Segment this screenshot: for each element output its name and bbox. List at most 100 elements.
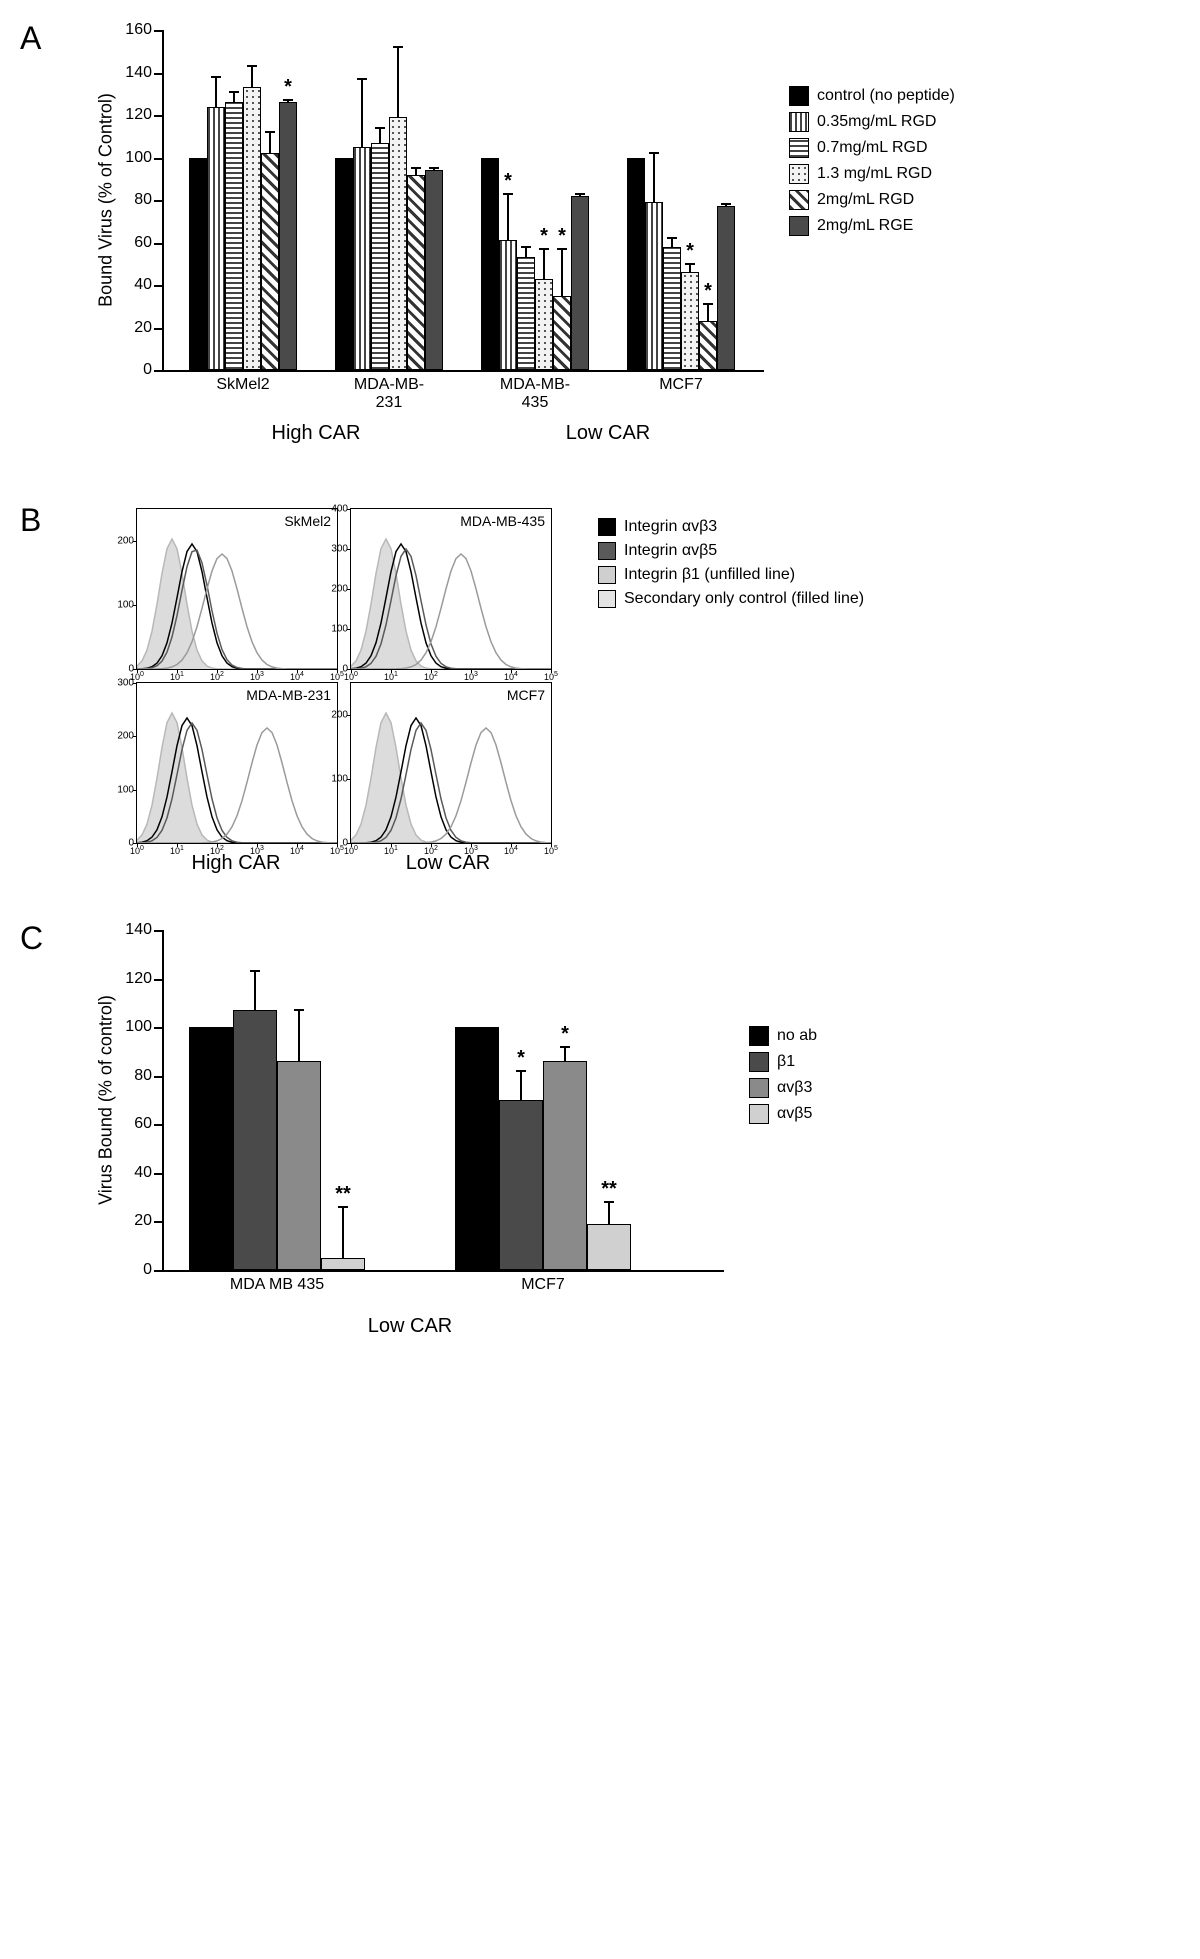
bar: *	[553, 296, 571, 370]
y-tick-label: 140	[125, 64, 164, 82]
legend-item: Integrin β1 (unfilled line)	[598, 566, 864, 584]
bar: *	[279, 102, 297, 370]
bar	[353, 147, 371, 370]
legend-item: Integrin αvβ5	[598, 542, 864, 560]
bar-group	[335, 117, 443, 370]
subgroup-label: High CAR	[272, 422, 361, 445]
legend-label: 2mg/mL RGD	[817, 191, 914, 209]
legend-item: 0.35mg/mL RGD	[789, 112, 955, 132]
significance-marker: *	[686, 240, 694, 263]
legend-label: β1	[777, 1053, 795, 1071]
y-tick-label: 40	[134, 1164, 164, 1182]
y-tick-label: 20	[134, 1212, 164, 1230]
bar: *	[499, 1100, 543, 1270]
legend-item: αvβ3	[749, 1078, 817, 1098]
bar	[371, 143, 389, 370]
subgroup-label: Low CAR	[566, 422, 650, 445]
legend-swatch	[789, 216, 809, 236]
significance-marker: *	[561, 1023, 569, 1046]
flow-xtick-label: 104	[290, 669, 304, 682]
bar	[517, 257, 535, 370]
x-tick-label: SkMel2	[216, 370, 269, 394]
y-tick-label: 60	[134, 1115, 164, 1133]
legend-label: control (no peptide)	[817, 87, 955, 105]
bar-group: ****	[455, 1027, 631, 1270]
bar	[225, 102, 243, 370]
panel-c-legend: no ab β1 αvβ3 αvβ5	[749, 1020, 817, 1130]
legend-swatch	[598, 518, 616, 536]
bar-group: **	[627, 158, 735, 371]
legend-swatch	[598, 590, 616, 608]
significance-marker: *	[704, 280, 712, 303]
panel-b: B SkMel20100200100101102103104105MDA-MB-…	[20, 502, 1180, 880]
flow-xtick-label: 104	[504, 669, 518, 682]
legend-label: 2mg/mL RGE	[817, 217, 913, 235]
panel-c: C Virus Bound (% of control)020406080100…	[20, 920, 1180, 1357]
x-tick-label: MDA-MB-231	[354, 370, 424, 412]
legend-label: 1.3 mg/mL RGD	[817, 165, 932, 183]
bar: **	[587, 1224, 631, 1270]
legend-label: no ab	[777, 1027, 817, 1045]
bar	[243, 87, 261, 370]
bar	[189, 1027, 233, 1270]
bar	[481, 158, 499, 371]
x-tick-label: MCF7	[659, 370, 703, 394]
legend-item: control (no peptide)	[789, 86, 955, 106]
bar	[233, 1010, 277, 1270]
panel-a: A Bound Virus (% of Control)020406080100…	[20, 20, 1180, 462]
bar	[407, 175, 425, 371]
bar-group: *	[189, 87, 297, 370]
legend-label: Secondary only control (filled line)	[624, 590, 864, 608]
legend-item: Secondary only control (filled line)	[598, 590, 864, 608]
bar	[663, 247, 681, 370]
legend-label: 0.7mg/mL RGD	[817, 139, 928, 157]
panel-a-label: A	[20, 20, 41, 57]
significance-marker: **	[335, 1183, 351, 1206]
legend-swatch	[598, 542, 616, 560]
y-tick-label: 160	[125, 21, 164, 39]
flow-panel: MDA-MB-2310100200300100101102103104105	[136, 682, 338, 844]
bar	[627, 158, 645, 371]
bar: *	[543, 1061, 587, 1270]
flow-xtick-label: 100	[344, 669, 358, 682]
legend-item: 1.3 mg/mL RGD	[789, 164, 955, 184]
y-tick-label: 0	[143, 361, 164, 379]
panel-b-label: B	[20, 502, 41, 539]
legend-swatch	[789, 190, 809, 210]
y-tick-label: 0	[143, 1261, 164, 1279]
legend-item: Integrin αvβ3	[598, 518, 864, 536]
legend-label: 0.35mg/mL RGD	[817, 113, 936, 131]
y-axis-label: Virus Bound (% of control)	[96, 995, 117, 1205]
y-tick-label: 100	[125, 1018, 164, 1036]
legend-swatch	[789, 86, 809, 106]
flow-ytick-label: 200	[331, 584, 351, 595]
significance-marker: *	[517, 1047, 525, 1070]
legend-item: αvβ5	[749, 1104, 817, 1124]
bar	[645, 202, 663, 370]
bar	[571, 196, 589, 370]
y-tick-label: 80	[134, 1067, 164, 1085]
legend-item: 2mg/mL RGD	[789, 190, 955, 210]
bar	[335, 158, 353, 371]
bar: *	[699, 321, 717, 370]
significance-marker: *	[504, 170, 512, 193]
bar	[717, 206, 735, 370]
y-axis-label: Bound Virus (% of Control)	[96, 93, 117, 307]
flow-ytick-label: 200	[331, 710, 351, 721]
significance-marker: *	[284, 76, 292, 99]
flow-xtick-label: 103	[464, 669, 478, 682]
flow-xtick-label: 102	[424, 669, 438, 682]
legend-swatch	[749, 1026, 769, 1046]
legend-item: 0.7mg/mL RGD	[789, 138, 955, 158]
flow-xtick-label: 101	[384, 669, 398, 682]
bar	[389, 117, 407, 370]
significance-marker: *	[540, 225, 548, 248]
legend-swatch	[789, 138, 809, 158]
subgroup-label: Low CAR	[406, 852, 490, 875]
y-tick-label: 120	[125, 106, 164, 124]
bar	[189, 158, 207, 371]
flow-ytick-label: 200	[117, 731, 137, 742]
flow-xtick-label: 101	[170, 669, 184, 682]
legend-swatch	[749, 1104, 769, 1124]
flow-xtick-label: 102	[210, 669, 224, 682]
